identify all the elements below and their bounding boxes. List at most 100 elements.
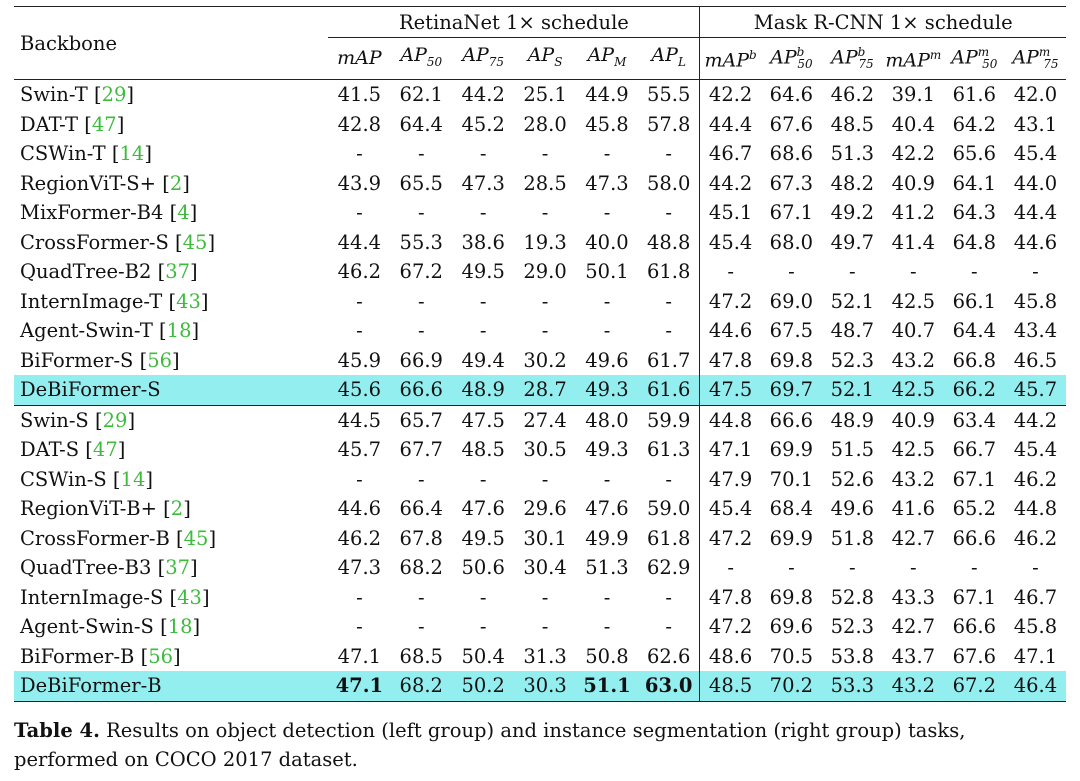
metric-name: mAP — [337, 47, 382, 70]
backbone-name-cell: RegionViT-S+ [2] — [20, 171, 190, 195]
metric-subscript: 50 — [797, 57, 813, 72]
retinanet-value-cell: - — [603, 467, 611, 491]
table-row: DAT-S [47] 45.7 67.7 48.5 30.5 49.3 61.3 47.1 69… — [14, 435, 1066, 465]
maskrcnn-value-cell: 44.6 — [1013, 230, 1058, 254]
maskrcnn-value-cell: 69.7 — [760, 375, 822, 406]
maskrcnn-value-cell: 46.2 — [830, 83, 875, 107]
retinanet-value-cell: - — [541, 319, 549, 343]
citation-link[interactable]: 45 — [183, 526, 209, 550]
maskrcnn-value-cell: 46.4 — [1004, 671, 1066, 702]
retinanet-value-cell: 66.4 — [399, 497, 443, 521]
maskrcnn-value-cell: - — [910, 556, 917, 580]
maskrcnn-value-cell: 45.7 — [1004, 375, 1066, 406]
citation-link[interactable]: 29 — [101, 83, 127, 107]
citation-link[interactable]: 29 — [102, 408, 128, 432]
maskrcnn-value-cell: - — [971, 260, 978, 284]
citation-link[interactable]: 56 — [148, 644, 174, 668]
citation-link[interactable]: 47 — [91, 112, 117, 136]
maskrcnn-value-cell: 48.5 — [830, 112, 875, 136]
retinanet-value-cell: 68.2 — [390, 671, 453, 702]
maskrcnn-value-cell: 48.9 — [821, 404, 883, 436]
maskrcnn-value-cell: 68.4 — [769, 497, 814, 521]
retinanet-value-cell: 47.5 — [452, 404, 515, 436]
retinanet-value-cell: 31.3 — [523, 644, 567, 668]
backbone-name-cell: Agent-Swin-S [18] — [20, 615, 201, 639]
citation-link[interactable]: 43 — [176, 289, 201, 313]
maskrcnn-value-cell: 48.5 — [699, 671, 761, 702]
maskrcnn-value-cell: 42.5 — [891, 289, 936, 313]
retinanet-value-cell: 47.6 — [461, 497, 505, 521]
maskrcnn-value-cell: 69.6 — [769, 615, 814, 639]
citation-link[interactable]: 37 — [165, 556, 191, 580]
retinanet-value-cell: - — [541, 615, 549, 639]
metric-name: AP — [462, 43, 489, 66]
mask-metric-header: APb50 — [760, 37, 822, 81]
retinanet-value-cell: 45.9 — [337, 348, 382, 372]
retinanet-value-cell: 49.6 — [585, 348, 629, 372]
mask-metric-header: APb75 — [821, 37, 883, 81]
retinanet-value-cell: - — [479, 467, 487, 491]
maskrcnn-value-cell: 42.5 — [882, 375, 944, 406]
retinanet-value-cell: - — [541, 585, 549, 609]
citation-link[interactable]: 14 — [119, 142, 145, 166]
retinanet-value-cell: 47.3 — [461, 171, 505, 195]
table-row: RegionViT-B+ [2] 44.6 66.4 47.6 29.6 47.6 59.0… — [14, 494, 1066, 524]
citation-link[interactable]: 47 — [92, 438, 118, 462]
results-table-container: Backbone RetinaNet 1× schedule Mask R-CN… — [14, 5, 1066, 702]
retinanet-value-cell: 48.9 — [452, 375, 515, 406]
retinanet-value-cell: 50.6 — [461, 556, 505, 580]
retinanet-value-cell: 61.6 — [637, 375, 700, 406]
retinanet-value-cell: - — [356, 615, 363, 639]
maskrcnn-value-cell: 46.7 — [1013, 585, 1058, 609]
maskrcnn-value-cell: 65.6 — [952, 142, 997, 166]
mask-metric-header: mAPb — [699, 37, 761, 81]
retinanet-value-cell: - — [665, 289, 672, 313]
maskrcnn-group-header: Mask R-CNN 1× schedule — [699, 6, 1066, 38]
citation-link[interactable]: 45 — [182, 230, 208, 254]
citation-link[interactable]: 4 — [177, 201, 190, 225]
retinanet-value-cell: 44.4 — [337, 230, 382, 254]
maskrcnn-value-cell: 44.6 — [699, 316, 761, 346]
retinanet-value-cell: - — [541, 289, 549, 313]
maskrcnn-value-cell: 53.3 — [821, 671, 883, 702]
citation-link[interactable]: 37 — [165, 260, 191, 284]
metric-superscript: m — [1038, 45, 1051, 59]
retinanet-value-cell: 59.9 — [637, 404, 700, 436]
citation-link[interactable]: 14 — [120, 467, 146, 491]
table-row: BiFormer-S [56] 45.9 66.9 49.4 30.2 49.6 61.7 4… — [14, 345, 1066, 376]
maskrcnn-value-cell: - — [699, 257, 761, 287]
maskrcnn-value-cell: 64.2 — [952, 112, 997, 136]
maskrcnn-value-cell: 43.7 — [891, 644, 936, 668]
retinanet-value-cell: 61.7 — [646, 348, 691, 372]
backbone-name: RegionViT-S+ — [20, 171, 156, 195]
maskrcnn-value-cell: 41.2 — [891, 201, 936, 225]
retinanet-value-cell: 48.0 — [576, 404, 638, 436]
retinanet-value-cell: 30.1 — [523, 526, 567, 550]
retinanet-value-cell: - — [603, 585, 611, 609]
backbone-name-cell: Agent-Swin-T [18] — [20, 319, 200, 343]
maskrcnn-value-cell: 49.7 — [830, 230, 875, 254]
citation-link[interactable]: 43 — [177, 585, 202, 609]
backbone-name: DeBiFormer-S — [20, 378, 161, 402]
maskrcnn-value-cell: 48.6 — [699, 641, 761, 672]
backbone-name: MixFormer-B4 — [20, 201, 164, 225]
maskrcnn-value-cell: 44.0 — [1013, 171, 1058, 195]
citation-link[interactable]: 56 — [147, 348, 173, 372]
citation-link[interactable]: 18 — [167, 615, 193, 639]
table-row: CrossFormer-B [45] 46.2 67.8 49.5 30.1 49.9 61… — [14, 523, 1066, 554]
retinanet-value-cell: 40.0 — [585, 230, 629, 254]
table-row: RegionViT-S+ [2] 43.9 65.5 47.3 28.5 47.3 58.0… — [14, 168, 1066, 199]
maskrcnn-value-cell: 40.9 — [882, 404, 944, 436]
citation-link[interactable]: 2 — [170, 497, 184, 521]
retinanet-value-cell: 55.3 — [399, 230, 443, 254]
citation-link[interactable]: 2 — [169, 171, 183, 195]
retinanet-value-cell: 55.5 — [646, 83, 691, 107]
retinanet-value-cell: - — [356, 201, 363, 225]
maskrcnn-value-cell: 61.6 — [952, 83, 997, 107]
citation-link[interactable]: 18 — [166, 319, 192, 343]
retinanet-value-cell: 38.6 — [461, 230, 505, 254]
retinanet-value-cell: 61.8 — [646, 526, 691, 550]
maskrcnn-value-cell: 43.2 — [882, 671, 944, 702]
table-row: Agent-Swin-T [18] - - - - - - 44.6 67.5 48.7 40.7 6… — [14, 316, 1066, 346]
retinanet-value-cell: - — [541, 201, 549, 225]
